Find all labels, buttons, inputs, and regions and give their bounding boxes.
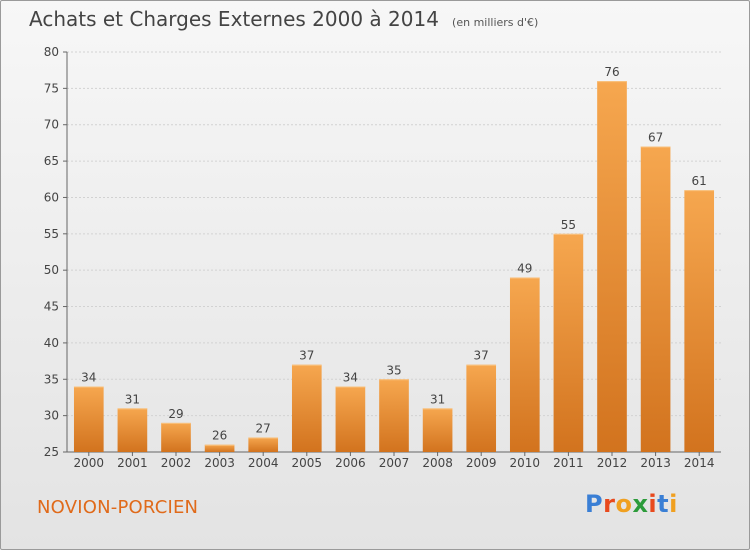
- y-tick-label: 45: [44, 300, 59, 314]
- y-tick-label: 25: [44, 445, 59, 459]
- bar: [161, 422, 191, 452]
- logo-letter: i: [669, 490, 678, 518]
- bar: [73, 386, 104, 452]
- label-layer: 34 31 29 26 27 37 34 35 31 37 49 55 76 67 61: [81, 65, 707, 443]
- logo-letter: i: [648, 490, 658, 518]
- bar: [684, 190, 715, 452]
- bar-layer: [73, 81, 715, 452]
- x-tick-label: 2002: [161, 456, 192, 470]
- logo-letter: t: [657, 490, 670, 518]
- x-tick-label: 2013: [640, 456, 671, 470]
- x-tick-label: 2001: [117, 456, 148, 470]
- data-label: 37: [299, 349, 314, 363]
- y-tick-label: 30: [44, 409, 59, 423]
- data-label: 76: [604, 65, 619, 79]
- bar: [291, 364, 322, 452]
- data-label: 37: [474, 349, 489, 363]
- data-label: 67: [648, 131, 663, 145]
- data-label: 34: [343, 371, 358, 385]
- data-label: 31: [125, 392, 140, 406]
- logo-letter: P: [585, 490, 604, 518]
- bar: [640, 146, 671, 452]
- chart-title: Achats et Charges Externes 2000 à 2014: [29, 7, 439, 31]
- y-tick-label: 65: [44, 154, 59, 168]
- y-tick-label: 80: [44, 45, 59, 59]
- data-label: 34: [81, 371, 96, 385]
- axis-layer: 25 30 35 40 45 50 55 60 65 70 75 80 2000 2001 2002 2003…: [44, 45, 721, 470]
- y-tick-label: 55: [44, 227, 59, 241]
- x-tick-label: 2010: [510, 456, 541, 470]
- logo-letter: r: [603, 490, 616, 518]
- x-tick-label: 2005: [292, 456, 323, 470]
- bar: [204, 444, 235, 452]
- y-tick-label: 35: [44, 372, 59, 386]
- x-tick-label: 2011: [553, 456, 584, 470]
- commune-name: NOVION-PORCIEN: [37, 497, 199, 518]
- y-tick-label: 75: [44, 81, 59, 95]
- data-label: 29: [168, 407, 183, 421]
- data-label: 35: [386, 363, 401, 377]
- x-tick-label: 2000: [74, 456, 105, 470]
- bar: [379, 379, 409, 452]
- x-tick-label: 2003: [204, 456, 235, 470]
- logo-letter: x: [632, 490, 649, 518]
- data-label: 26: [212, 429, 227, 443]
- data-label: 31: [430, 392, 445, 406]
- title-row: Achats et Charges Externes 2000 à 2014 (…: [29, 7, 538, 31]
- bar: [248, 437, 279, 452]
- data-label: 49: [517, 261, 532, 275]
- data-label: 61: [692, 174, 707, 188]
- data-label: 27: [256, 421, 271, 435]
- bar: [597, 81, 627, 452]
- bar: [117, 408, 148, 452]
- x-tick-label: 2004: [248, 456, 279, 470]
- bar: [553, 233, 584, 452]
- bar: [422, 408, 453, 452]
- proxiti-logo[interactable]: Proxiti: [585, 490, 678, 518]
- chart-subtitle: (en milliers d'€): [452, 16, 539, 29]
- x-tick-label: 2007: [379, 456, 410, 470]
- bar: [466, 364, 497, 452]
- x-tick-label: 2012: [597, 456, 628, 470]
- bar: [335, 386, 366, 452]
- y-tick-label: 60: [44, 190, 59, 204]
- y-tick-label: 50: [44, 263, 59, 277]
- y-tick-label: 70: [44, 118, 59, 132]
- x-tick-label: 2014: [684, 456, 715, 470]
- data-label: 55: [561, 218, 576, 232]
- x-tick-label: 2009: [466, 456, 497, 470]
- x-tick-label: 2006: [335, 456, 366, 470]
- y-tick-label: 40: [44, 336, 59, 350]
- bar: [509, 277, 540, 452]
- logo-letter: o: [615, 490, 633, 518]
- x-tick-label: 2008: [422, 456, 453, 470]
